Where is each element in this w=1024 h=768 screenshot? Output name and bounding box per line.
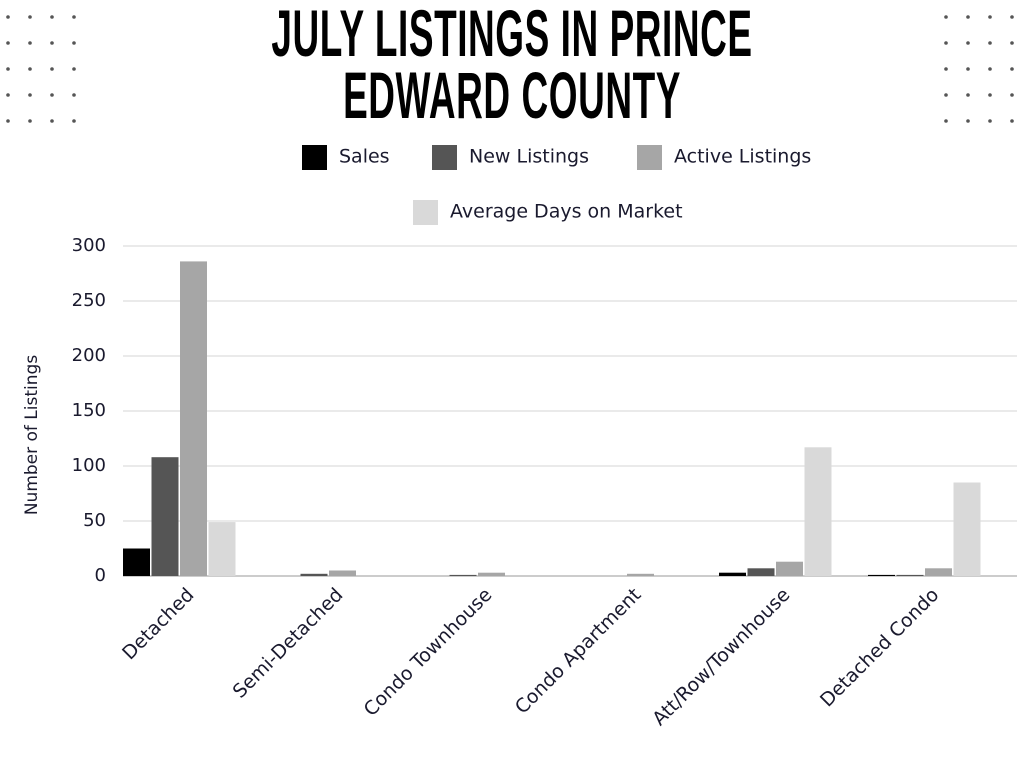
dot bbox=[1010, 67, 1014, 71]
dot bbox=[72, 93, 76, 97]
bar bbox=[896, 574, 924, 576]
dot bbox=[944, 93, 948, 97]
dot bbox=[50, 119, 54, 123]
dot bbox=[6, 67, 10, 71]
dot bbox=[72, 15, 76, 19]
x-tick-label: Detached Condo bbox=[816, 584, 944, 712]
dot bbox=[944, 15, 948, 19]
x-tick-label: Detached bbox=[118, 584, 198, 664]
dot bbox=[50, 15, 54, 19]
dot bbox=[988, 41, 992, 45]
bar bbox=[804, 447, 832, 576]
dot bbox=[966, 41, 970, 45]
bar bbox=[627, 573, 654, 576]
dot bbox=[6, 15, 10, 19]
bar bbox=[123, 548, 150, 576]
bar bbox=[776, 561, 803, 576]
x-tick-label: Condo Townhouse bbox=[360, 584, 497, 721]
y-tick-label: 150 bbox=[72, 400, 106, 421]
legend-label: Average Days on Market bbox=[450, 201, 683, 223]
dot bbox=[50, 93, 54, 97]
dot bbox=[966, 93, 970, 97]
bar bbox=[868, 574, 895, 576]
bar bbox=[208, 522, 236, 576]
x-tick-label: Condo Apartment bbox=[511, 584, 646, 719]
bar bbox=[478, 572, 505, 576]
dot bbox=[6, 119, 10, 123]
dot bbox=[966, 15, 970, 19]
dot bbox=[6, 93, 10, 97]
y-tick-label: 300 bbox=[72, 235, 106, 256]
x-tick-label: Att/Row/Townhouse bbox=[648, 584, 794, 730]
y-tick-label: 250 bbox=[72, 290, 106, 311]
y-tick-label: 50 bbox=[83, 510, 106, 531]
bar bbox=[180, 261, 207, 576]
bar bbox=[925, 568, 952, 576]
dot bbox=[988, 67, 992, 71]
dot bbox=[72, 67, 76, 71]
y-tick-label: 0 bbox=[95, 565, 106, 586]
dot bbox=[1010, 15, 1014, 19]
dot bbox=[28, 41, 32, 45]
bar bbox=[449, 574, 477, 576]
y-axis-label: Number of Listings bbox=[22, 355, 42, 515]
legend-label: Active Listings bbox=[674, 146, 811, 168]
dot bbox=[72, 119, 76, 123]
bar bbox=[953, 482, 981, 576]
dot bbox=[1010, 119, 1014, 123]
bar bbox=[300, 573, 328, 576]
dot bbox=[988, 93, 992, 97]
chart-title: JULY LISTINGS IN PRINCE EDWARD COUNTY bbox=[271, 0, 753, 132]
x-tick-label: Semi-Detached bbox=[229, 584, 348, 703]
dot bbox=[944, 67, 948, 71]
y-tick-label: 200 bbox=[72, 345, 106, 366]
dot bbox=[944, 41, 948, 45]
dot bbox=[966, 67, 970, 71]
dot bbox=[50, 67, 54, 71]
bar bbox=[151, 457, 179, 576]
dot bbox=[72, 41, 76, 45]
dot bbox=[28, 15, 32, 19]
dot bbox=[966, 119, 970, 123]
legend-swatch bbox=[637, 145, 662, 170]
dot bbox=[28, 67, 32, 71]
dot bbox=[1010, 93, 1014, 97]
dot bbox=[988, 15, 992, 19]
bar bbox=[719, 572, 746, 576]
legend-label: Sales bbox=[339, 146, 390, 168]
dot bbox=[988, 119, 992, 123]
legend-swatch bbox=[302, 145, 327, 170]
legend-swatch bbox=[413, 200, 438, 225]
dot bbox=[28, 119, 32, 123]
dot bbox=[6, 41, 10, 45]
dot bbox=[1010, 41, 1014, 45]
dot bbox=[944, 119, 948, 123]
dot bbox=[50, 41, 54, 45]
legend-label: New Listings bbox=[469, 146, 589, 168]
legend-swatch bbox=[432, 145, 457, 170]
bar bbox=[747, 568, 775, 576]
y-tick-label: 100 bbox=[72, 455, 106, 476]
bar bbox=[329, 570, 356, 576]
dot bbox=[28, 93, 32, 97]
decoration bbox=[6, 15, 1014, 123]
